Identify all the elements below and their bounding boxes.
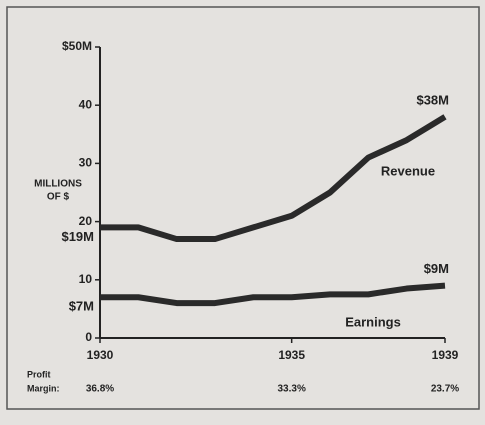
y-tick-label: 30 bbox=[79, 156, 93, 170]
y-axis-label: OF $ bbox=[47, 192, 70, 203]
margin-label: Margin: bbox=[27, 383, 60, 393]
x-tick-label: 1930 bbox=[87, 348, 114, 362]
y-tick-label: 40 bbox=[79, 97, 93, 111]
margin-value: 33.3% bbox=[277, 384, 305, 395]
margin-value: 36.8% bbox=[86, 384, 114, 395]
margin-label: Profit bbox=[27, 369, 51, 379]
frame bbox=[6, 6, 480, 410]
margin-value: 23.7% bbox=[431, 384, 459, 395]
x-tick-label: 1935 bbox=[278, 348, 305, 362]
line-series bbox=[100, 282, 446, 307]
line-series bbox=[100, 114, 447, 243]
x-tick-label: 1939 bbox=[432, 348, 459, 362]
series-name: Earnings bbox=[345, 314, 401, 329]
y-tick-label: 10 bbox=[79, 272, 93, 286]
y-tick-label: 20 bbox=[79, 214, 93, 228]
y-tick-label: 0 bbox=[85, 330, 92, 344]
data-label: $7M bbox=[69, 299, 94, 314]
data-label: $19M bbox=[61, 229, 94, 244]
data-label: $38M bbox=[416, 92, 449, 107]
data-label: $9M bbox=[424, 261, 449, 276]
y-tick-label: $50M bbox=[62, 39, 92, 53]
y-axis-label: MILLIONS bbox=[34, 179, 82, 190]
series-name: Revenue bbox=[381, 163, 435, 178]
